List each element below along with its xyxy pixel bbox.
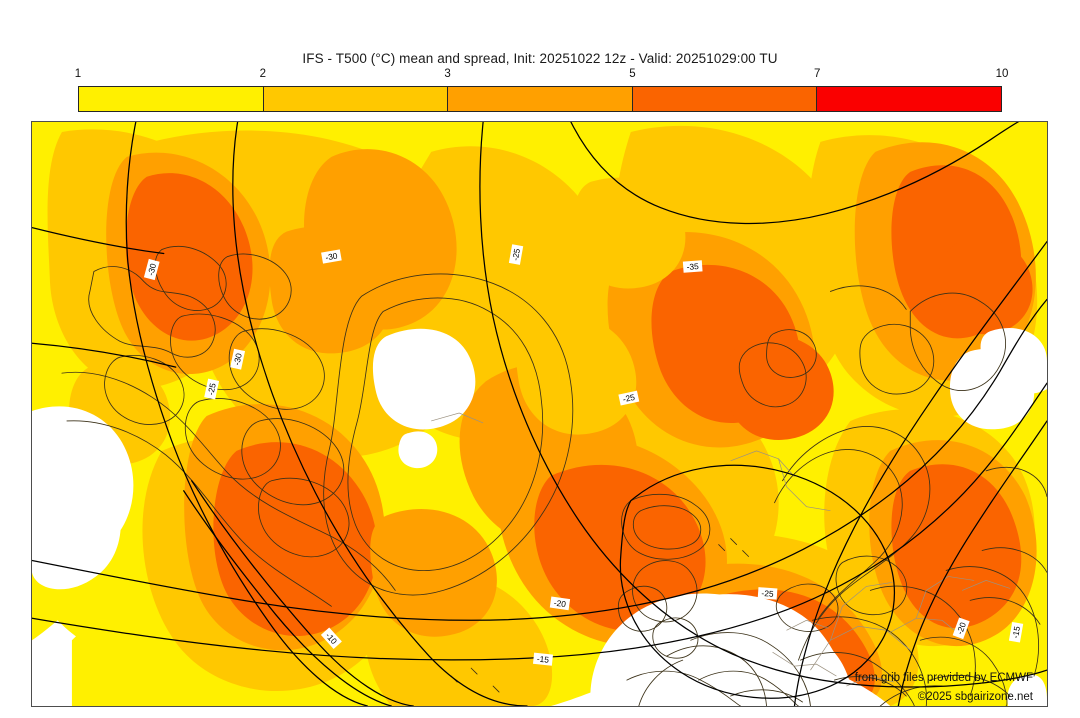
colorbar	[78, 86, 1002, 112]
svg-text:-25: -25	[510, 247, 522, 261]
colorbar-tick-2: 3	[444, 68, 451, 80]
contour-label: -30	[230, 348, 246, 370]
svg-text:-30: -30	[231, 352, 243, 366]
contour-label: -15	[1008, 621, 1024, 643]
svg-text:-25: -25	[622, 392, 636, 404]
white-mediterranean-block	[590, 593, 831, 706]
svg-text:-15: -15	[1010, 625, 1022, 639]
svg-text:-25: -25	[205, 382, 217, 396]
colorbar-segment-2	[263, 87, 449, 111]
contour-label: -20	[549, 596, 571, 611]
country-borders	[431, 412, 1011, 687]
colorbar-segment-4	[632, 87, 818, 111]
contour-label: -20	[952, 617, 970, 640]
colorbar-tick-0: 1	[74, 68, 82, 80]
colorbar-tick-4: 7	[813, 68, 821, 80]
credit-source: from grib files provided by ECMWF	[854, 672, 1033, 684]
contour-lines	[32, 122, 1047, 706]
contour-label: -35	[682, 260, 703, 273]
svg-text:-30: -30	[145, 262, 158, 277]
contour-label: -15	[532, 652, 554, 666]
svg-text:-30: -30	[325, 251, 339, 263]
colorbar-segment-5	[817, 87, 1001, 111]
svg-text:-15: -15	[536, 654, 549, 665]
svg-text:-20: -20	[954, 621, 968, 636]
white-west-atlantic-block	[32, 454, 121, 590]
colorbar-segment-3	[448, 87, 633, 111]
svg-text:-35: -35	[686, 261, 699, 272]
spread-detail-blobs	[69, 177, 1033, 637]
map-canvas: -30 -30 -25 -35 -25 -30 -25 -20 -15 -10 -25 -20 -15	[32, 122, 1047, 706]
colorbar-segment-1	[79, 87, 264, 111]
credit-copyright: ©2025 sbgairizone.net	[917, 691, 1033, 703]
svg-text:-25: -25	[761, 588, 774, 599]
contour-label: -25	[757, 587, 778, 600]
colorbar-tick-labels: 1 2 3 5 7 10	[74, 68, 1009, 84]
page-title: IFS - T500 (°C) mean and spread, Init: 2…	[302, 51, 778, 66]
colorbar-tick-5: 10	[995, 68, 1009, 80]
contour-label: -25	[618, 390, 640, 406]
contour-label: -25	[204, 378, 220, 400]
weather-map[interactable]: -30 -30 -25 -35 -25 -30 -25 -20 -15 -10 -25 -20 -15 …	[31, 121, 1048, 707]
contour-label: -10	[320, 627, 342, 650]
colorbar-tick-1: 2	[259, 68, 266, 80]
svg-text:-20: -20	[553, 598, 567, 610]
colorbar-tick-3: 5	[629, 68, 636, 80]
contour-label: -30	[321, 249, 342, 264]
contour-label: -25	[508, 244, 524, 265]
contour-labels: -30 -30 -25 -35 -25 -30 -25 -20 -15 -10 -25 -20 -15	[143, 244, 1024, 666]
contour-label: -30	[143, 258, 160, 281]
